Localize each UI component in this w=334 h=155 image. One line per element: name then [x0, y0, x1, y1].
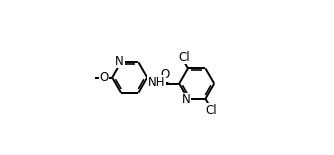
Text: Cl: Cl — [205, 104, 216, 117]
Text: Cl: Cl — [178, 51, 190, 64]
Text: O: O — [99, 71, 109, 84]
Text: NH: NH — [148, 76, 165, 89]
Text: N: N — [115, 55, 124, 68]
Text: O: O — [161, 68, 170, 81]
Text: N: N — [182, 93, 190, 106]
